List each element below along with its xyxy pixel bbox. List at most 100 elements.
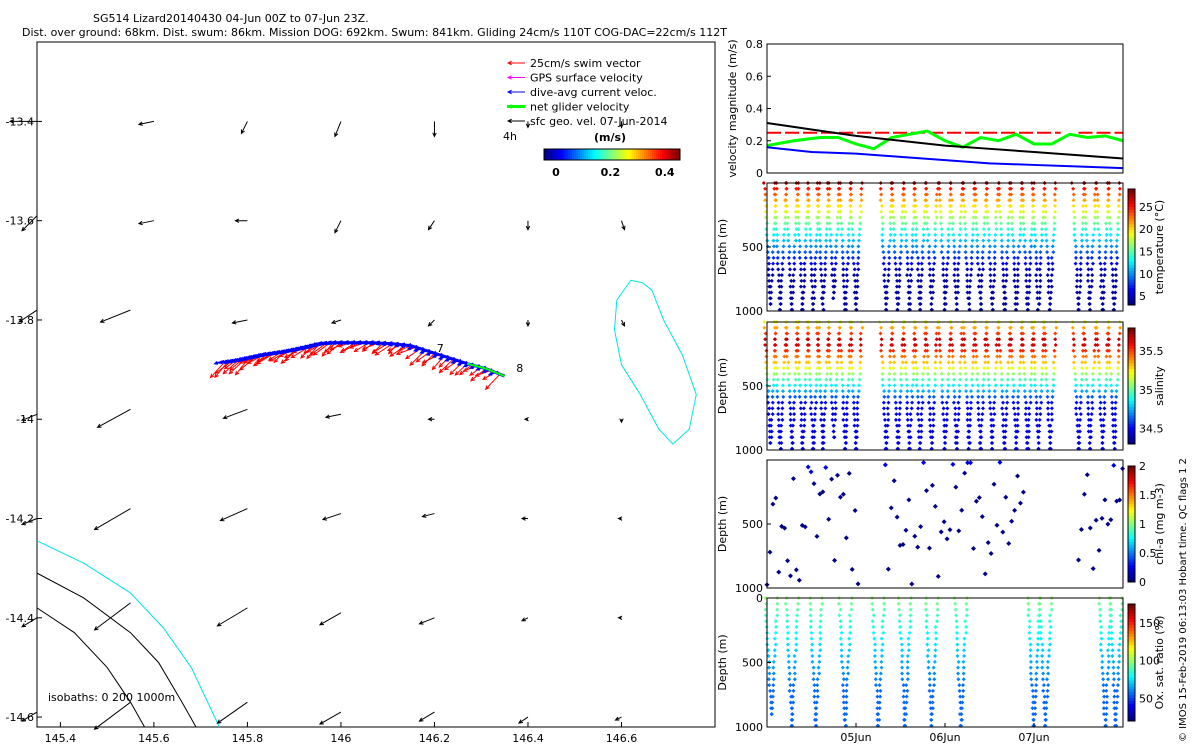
colorbar-cell [572, 149, 575, 160]
colorbar-cell [602, 149, 605, 160]
track-label: 8 [516, 362, 523, 375]
colorbar-cell [582, 149, 585, 160]
colorbar-cell [552, 149, 555, 160]
geo-velocity-vector [418, 711, 435, 722]
geo-velocity-vector [330, 319, 342, 324]
map-x-tick-label: 146.2 [419, 732, 451, 745]
colorbar-cell [626, 149, 629, 160]
geo-velocity-vector [8, 119, 37, 124]
colorbar-cell [584, 149, 587, 160]
legend-entry: GPS surface velocity [530, 72, 643, 85]
map-y-tick-label: -14.4 [6, 612, 34, 625]
colorbar-cell [654, 149, 657, 160]
glider-track [223, 341, 506, 378]
colorbar-cell [566, 149, 569, 160]
colorbar-cell [604, 149, 607, 160]
colorbar-cell [554, 149, 557, 160]
map-y-tick-label: -14.2 [6, 513, 34, 526]
geo-velocity-vector [21, 617, 38, 628]
colorbar-cell [548, 149, 551, 160]
colorbar-cell [612, 149, 615, 160]
swim-vector [214, 361, 228, 379]
isobath-1000m [36, 607, 145, 728]
geo-velocity-vector [318, 711, 342, 725]
geo-velocity-vector [617, 516, 623, 521]
colorbar-cell [628, 149, 631, 160]
credit-text: © IMOS 15-Feb-2019 06:13:03 Hobart time.… [1178, 458, 1189, 742]
colorbar-cell [564, 149, 567, 160]
legend-entry: net glider velocity [530, 101, 630, 114]
geo-velocity-vector [427, 220, 435, 231]
colorbar-cell [678, 149, 681, 160]
colorbar-cell [558, 149, 561, 160]
geo-velocity-vector [21, 711, 38, 722]
colorbar-cell [598, 149, 601, 160]
legend-time-label: 4h [503, 130, 517, 143]
colorbar-cell [544, 149, 547, 160]
legend-arrow [506, 89, 525, 95]
legend-arrow [506, 104, 525, 109]
geo-velocity-vector [520, 617, 529, 622]
colorbar-cell [666, 149, 669, 160]
colorbar-cell [576, 149, 579, 160]
colorbar-tick-label: 0 [552, 166, 560, 179]
legend-entry: 25cm/s swim vector [530, 57, 641, 70]
geo-velocity-vector [324, 413, 342, 419]
map-y-tick-label: -14.6 [6, 711, 34, 724]
geo-velocity-vector [222, 408, 248, 420]
net-glider-velocity [466, 362, 505, 377]
geo-velocity-vector [20, 518, 38, 526]
geo-velocity-vector [520, 516, 528, 521]
map-x-tick-label: 146.4 [512, 732, 544, 745]
colorbar-cell [570, 149, 573, 160]
colorbar-cell [596, 149, 599, 160]
geo-velocity-vector [518, 716, 529, 724]
isobath-0m [36, 540, 220, 728]
colorbar-cell [586, 149, 589, 160]
colorbar-cell [634, 149, 637, 160]
colorbar-cell [670, 149, 673, 160]
geo-velocity-vector [216, 701, 248, 724]
map-x-tick-label: 146 [330, 732, 351, 745]
geo-velocity-vector [617, 615, 623, 620]
geo-velocity-vector [93, 508, 131, 531]
colorbar-frame [543, 148, 681, 161]
colorbar-cell [658, 149, 661, 160]
colorbar-cell [632, 149, 635, 160]
colorbar-cell [556, 149, 559, 160]
geo-velocity-vector [427, 417, 435, 422]
legend-arrow [506, 118, 525, 124]
colorbar-cell [578, 149, 581, 160]
colorbar-cell [622, 149, 625, 160]
colorbar-cell [588, 149, 591, 160]
map-x-tick-label: 145.6 [138, 732, 170, 745]
geo-velocity-vector [621, 319, 625, 327]
geo-velocity-vector [96, 408, 131, 428]
geo-velocity-vector [216, 607, 248, 627]
colorbar-cell [560, 149, 563, 160]
colorbar-cell [646, 149, 649, 160]
swim-vector [395, 346, 416, 356]
chart-title: SG514 Lizard20140430 04-Jun 00Z to 07-Ju… [93, 12, 369, 25]
geo-velocity-vector [93, 701, 131, 730]
colorbar-cell [608, 149, 611, 160]
colorbar-cell [650, 149, 653, 160]
colorbar-cell [662, 149, 665, 160]
geo-velocity-vector [334, 220, 342, 234]
swim-vector [312, 342, 330, 356]
map-x-tick-label: 145.4 [45, 732, 77, 745]
colorbar-tick-label: 0.2 [601, 166, 621, 179]
colorbar-cell [550, 149, 553, 160]
geo-velocity-vector [219, 508, 248, 522]
geo-velocity-vector [21, 215, 38, 232]
legend-arrow [506, 60, 525, 66]
colorbar-cell [600, 149, 603, 160]
geo-velocity-vector [240, 121, 248, 135]
geo-velocity-vector [525, 121, 531, 129]
colorbar-cell [590, 149, 593, 160]
map-x-tick-label: 146.6 [606, 732, 638, 745]
swim-vector [484, 373, 501, 391]
geo-velocity-vector [432, 121, 437, 138]
geo-velocity-vector [18, 309, 38, 323]
